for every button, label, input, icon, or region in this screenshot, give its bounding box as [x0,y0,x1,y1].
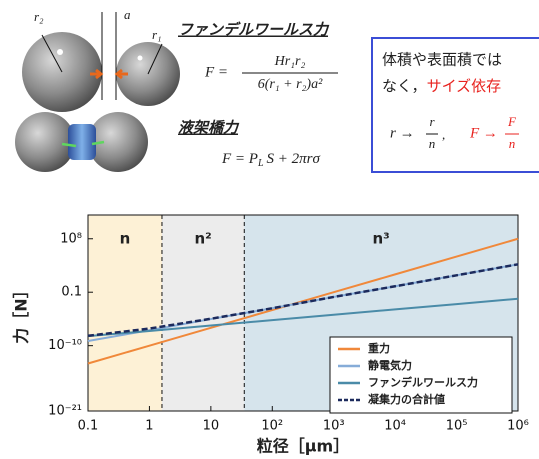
formula: F = PL S + 2πrσ [221,151,320,169]
formula: F = [204,64,228,80]
y-tick-label: 10⁻²¹ [48,404,82,419]
x-axis-title: 粒径［μm］ [257,437,349,456]
sphere [88,112,148,172]
y-axis-title: 力［N］ [12,282,31,343]
arrow [114,68,128,80]
liquid-bridge [68,124,96,160]
radius [41,34,63,73]
note-text: 体積や表面積では [382,51,502,69]
series-line [87,263,519,338]
highlight [137,55,143,61]
radius [147,43,163,75]
series-line [87,237,519,365]
formula: F [507,114,517,129]
legend-label: 凝集力の合計値 [368,392,445,406]
legend-box [329,336,513,414]
note-box [371,37,539,173]
formula: n [509,136,516,151]
region-label: n² [194,230,211,248]
label: a [124,7,131,22]
highlight [57,49,63,55]
formula: n [429,136,436,151]
legend-label: ファンデルワールス力 [368,375,478,389]
legend-label: 静電気力 [368,358,412,372]
region-label: n [120,230,131,248]
note-text: なく，サイズ依存 [382,77,501,95]
formula: 6(r₁ + r₂)a² [258,77,323,92]
chart: n n² n³ 10⁻²¹ 10⁻¹⁰ 0.1 10⁸ 0.1 1 10 10² 10³ 10⁴ 10⁵ 1… [12,214,529,456]
y-tick-label: 0.1 [61,285,82,300]
formula: r [429,114,435,129]
y-tick-label: 10⁸ [60,231,82,246]
x-tick-label: 10⁶ [507,419,529,434]
x-tick-label: 10⁵ [446,419,468,434]
region [161,215,245,411]
label: r₂ [34,9,44,24]
formula: , [442,127,445,142]
label: r₁ [152,27,162,42]
diagram: r₂ a r₁ ファンデルワールス力 F = Hr₁r₂ 6(r₁ + r₂)a… [15,7,539,173]
x-tick-label: 10 [203,419,220,434]
region [88,215,162,411]
x-tick-label: 1 [145,419,153,434]
legend-label: 重力 [368,341,390,355]
sphere [15,112,75,172]
x-tick-label: 10² [261,419,283,434]
arrow [90,68,104,80]
formula: r → [390,125,415,141]
x-tick-label: 0.1 [78,419,99,434]
formula: Hr₁r₂ [274,54,306,69]
formula: F → [469,125,498,141]
arrow [61,140,105,148]
series-line [87,297,519,338]
heading: 液架橋力 [178,119,240,137]
region-label: n³ [373,230,390,248]
plot-frame [87,214,519,412]
x-tick-label: 10³ [323,419,345,434]
heading: ファンデルワールス力 [178,21,330,39]
y-tick-label: 10⁻¹⁰ [48,338,82,353]
x-tick-label: 10⁴ [384,419,406,434]
